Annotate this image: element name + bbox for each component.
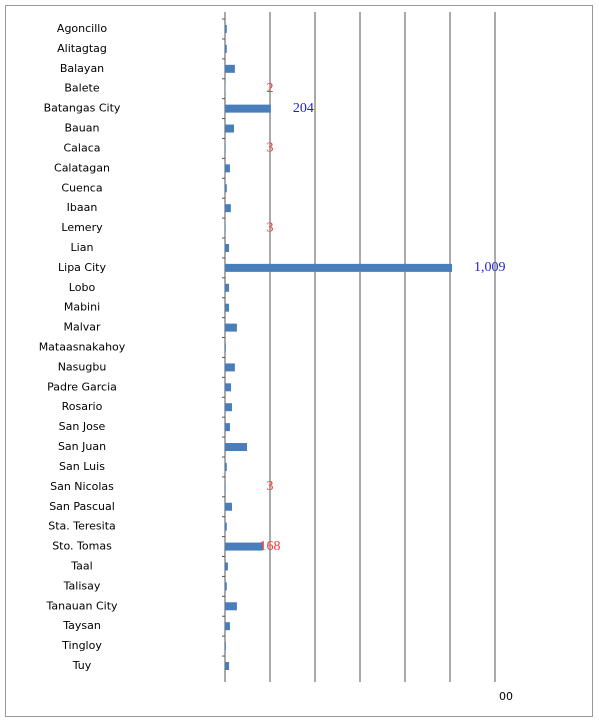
bar — [225, 303, 230, 312]
bar — [225, 562, 228, 571]
bar — [225, 25, 227, 33]
bar — [225, 104, 271, 113]
category-label: Taal — [70, 559, 92, 572]
value-label: 3 — [267, 479, 274, 494]
category-label: Balete — [64, 82, 99, 95]
category-label: Mataasnakahoy — [39, 341, 126, 354]
category-label: San Jose — [59, 420, 106, 433]
category-label: Lian — [71, 241, 94, 254]
category-label: San Pascual — [49, 500, 115, 513]
bar — [225, 403, 232, 412]
axis-fragment: 00 — [499, 690, 513, 703]
bar — [225, 522, 227, 531]
bar — [225, 582, 227, 591]
value-label: 1,009 — [474, 260, 506, 275]
value-label: 3 — [267, 220, 274, 235]
bar — [225, 363, 235, 372]
bar — [225, 204, 231, 213]
bar — [225, 224, 226, 233]
category-label: San Luis — [59, 460, 105, 473]
category-label: Batangas City — [44, 102, 121, 115]
bar — [225, 602, 237, 611]
category-label: Sto. Tomas — [52, 540, 112, 553]
category-label: San Nicolas — [50, 480, 114, 493]
category-label: Bauan — [65, 122, 100, 135]
category-label: Ibaan — [67, 201, 98, 214]
value-label: 3 — [267, 141, 274, 156]
bar — [225, 44, 227, 53]
bar — [225, 662, 230, 670]
bar — [225, 502, 232, 511]
bar — [225, 64, 235, 73]
frame — [5, 5, 593, 717]
value-label: 2 — [267, 81, 274, 96]
category-label: Lipa City — [58, 261, 106, 274]
category-label: Balayan — [60, 62, 104, 75]
category-label: Alitagtag — [57, 42, 107, 55]
bar — [225, 462, 227, 471]
category-label: Sta. Teresita — [48, 520, 116, 533]
category-label: Malvar — [63, 321, 101, 334]
bar — [225, 343, 226, 352]
bar — [225, 124, 234, 133]
category-label: Talisay — [63, 579, 101, 592]
bar — [225, 243, 230, 252]
category-label: Agoncillo — [57, 22, 107, 35]
bar — [225, 482, 226, 491]
bar — [225, 383, 232, 392]
category-label: Calatagan — [54, 161, 110, 174]
value-label: 168 — [260, 539, 281, 554]
category-label: Lobo — [69, 281, 96, 294]
category-label: Rosario — [62, 400, 103, 413]
bar — [225, 423, 230, 432]
category-label: Lemery — [61, 221, 103, 234]
bar — [225, 184, 227, 193]
category-label: Mabini — [64, 301, 100, 314]
bar — [225, 622, 230, 631]
bar — [225, 144, 226, 153]
bar — [225, 263, 453, 272]
bar — [225, 542, 263, 551]
category-label: Tingloy — [61, 639, 102, 652]
category-label: Taysan — [62, 619, 101, 632]
bar — [225, 283, 230, 292]
category-label: San Juan — [58, 440, 106, 453]
category-label: Tuy — [72, 659, 92, 672]
bar — [225, 443, 248, 452]
bar — [225, 642, 226, 651]
category-label: Nasugbu — [58, 360, 107, 373]
value-label: 204 — [293, 101, 314, 116]
bar — [225, 164, 230, 173]
category-label: Tanauan City — [45, 599, 118, 612]
bar — [225, 323, 237, 332]
category-label: Calaca — [63, 141, 100, 154]
category-label: Padre Garcia — [47, 380, 117, 393]
category-label: Cuenca — [61, 181, 102, 194]
